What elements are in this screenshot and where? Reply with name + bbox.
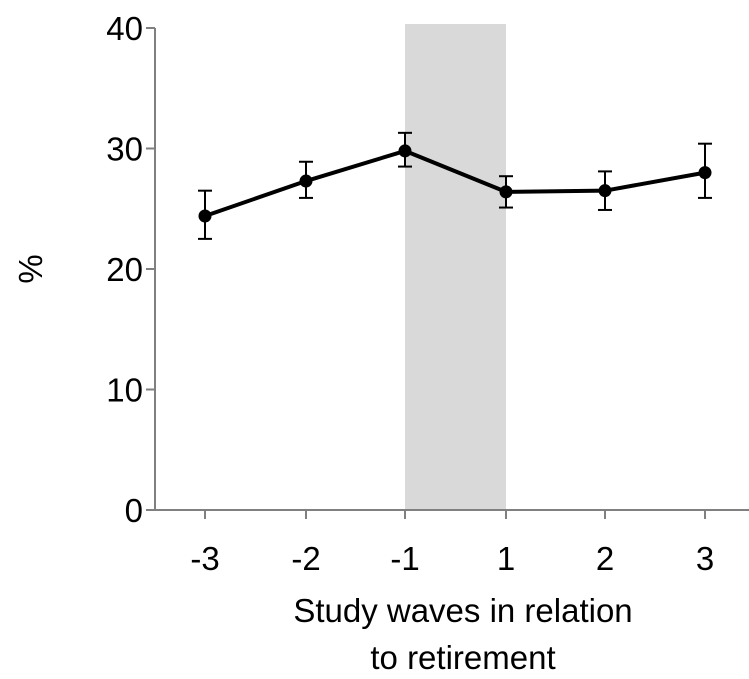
y-tick-label: 20 [106,251,143,288]
data-point [198,209,212,223]
data-points [198,144,712,223]
data-point [299,174,313,188]
data-point [598,184,612,198]
y-tick-label: 10 [106,372,143,409]
data-point [398,144,412,158]
data-point [499,185,513,199]
x-tick-labels: -3 -2 -1 1 2 3 [190,540,714,577]
x-tick-label: 1 [497,540,515,577]
x-tick-label: -2 [291,540,320,577]
y-tick-label: 40 [106,10,143,47]
y-tick-label: 30 [106,131,143,168]
y-tick-labels: 0 10 20 30 40 [106,10,143,529]
x-tick-label: 3 [696,540,714,577]
x-axis-title-line2: to retirement [370,639,555,676]
y-axis-title: % [12,254,49,283]
retirement-shaded-band [405,24,506,510]
y-tick-label: 0 [125,492,143,529]
axes [146,27,749,519]
series-line [204,148,706,218]
data-point [698,166,712,180]
x-tick-label: -3 [190,540,219,577]
x-tick-label: -1 [390,540,419,577]
x-tick-label: 2 [596,540,614,577]
x-axis-title-line1: Study waves in relation [293,592,632,629]
